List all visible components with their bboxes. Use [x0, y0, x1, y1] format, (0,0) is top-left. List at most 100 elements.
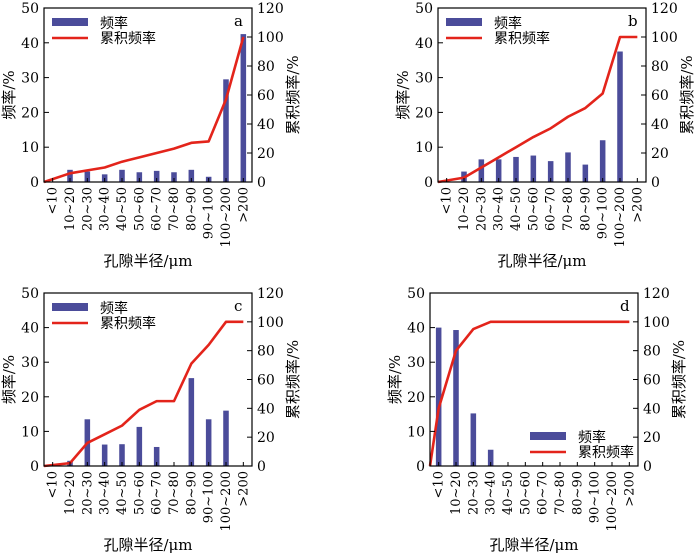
right-tick-label: 20 [257, 430, 275, 446]
left-tick-label: 40 [415, 36, 433, 52]
left-tick-label: 50 [415, 1, 433, 17]
panel-letter: c [234, 297, 242, 315]
category-label: 80~90 [570, 471, 585, 515]
panel-letter: b [628, 12, 638, 30]
category-label: 100~200 [605, 471, 620, 532]
bar-b-3 [495, 159, 502, 182]
bar-c-9 [205, 419, 212, 466]
category-label: <10 [440, 187, 455, 214]
right-tick-label: 0 [643, 459, 652, 475]
bar-c-10 [223, 410, 229, 466]
left-tick-label: 20 [415, 105, 433, 121]
chart-panel-a: 0 10 20 30 40 50 0 20 40 60 80 100 120 <10 10~20 20~30 3… [0, 1, 302, 270]
cumulative-line-c [43, 320, 244, 468]
bar-c-8 [188, 378, 195, 466]
category-label: >200 [630, 187, 645, 223]
left-axis-title: 频率/% [0, 355, 18, 404]
category-label: 50~60 [132, 187, 147, 231]
category-label: 30~40 [492, 187, 507, 231]
category-label: 60~70 [150, 471, 165, 515]
category-label: 20~30 [466, 471, 481, 515]
right-tick-label: 40 [257, 401, 275, 417]
category-label: >200 [236, 187, 251, 223]
left-tick-label: 10 [407, 424, 425, 440]
category-label: 40~50 [501, 471, 516, 515]
bar-a-10 [223, 79, 229, 182]
right-tick-label: 40 [257, 117, 275, 133]
category-label: 20~30 [80, 187, 95, 231]
category-label: 80~90 [184, 187, 199, 231]
category-label: 70~80 [167, 187, 182, 231]
left-tick-label: 0 [30, 459, 39, 475]
right-tick-label: 120 [257, 286, 284, 302]
right-tick-label: 0 [257, 175, 266, 191]
category-label: 10~20 [449, 471, 464, 515]
right-tick-label: 20 [651, 146, 669, 162]
bar-a-1 [67, 169, 73, 182]
legend-label-line: 累积频率 [100, 30, 156, 47]
legend-swatch-bar [52, 303, 88, 311]
bar-d-3 [487, 449, 494, 466]
left-axis-title: 频率/% [394, 70, 412, 119]
right-tick-label: 60 [257, 373, 275, 389]
left-tick-label: 30 [415, 71, 433, 87]
legend-label-bar: 频率 [578, 429, 606, 446]
category-label: 40~50 [115, 471, 130, 515]
right-tick-label: 80 [257, 344, 275, 360]
category-label: <10 [46, 471, 61, 498]
category-label: 70~80 [167, 471, 182, 515]
left-tick-label: 0 [416, 459, 425, 475]
chart-panel-b: 0 10 20 30 40 50 0 20 40 60 80 100 120 <10 10~20 20~30 3… [394, 1, 696, 270]
right-axis-title: 累积频率/% [284, 340, 302, 419]
category-label: 40~50 [509, 187, 524, 231]
right-tick-label: 40 [643, 401, 661, 417]
category-label: 30~40 [484, 471, 499, 515]
category-label: 60~70 [536, 471, 551, 515]
x-axis-title: 孔隙半径/μm [103, 536, 192, 553]
left-axis-title: 频率/% [386, 355, 404, 404]
category-label: 10~20 [457, 187, 472, 231]
bar-b-9 [599, 140, 606, 182]
legend-swatch-bar [446, 18, 482, 26]
left-tick-label: 30 [407, 355, 425, 371]
category-label: 70~80 [561, 187, 576, 231]
category-label: 20~30 [474, 187, 489, 231]
right-tick-label: 80 [257, 59, 275, 75]
legend-swatch-bar [52, 18, 88, 26]
category-label: 90~100 [596, 187, 611, 239]
category-label: <10 [46, 187, 61, 214]
bar-a-5 [136, 172, 143, 182]
chart-panel-d: 0 10 20 30 40 50 0 20 40 60 80 100 120 <10 10~20 20~30 3… [386, 286, 688, 553]
category-label: 100~200 [613, 187, 628, 248]
left-tick-label: 50 [407, 286, 425, 302]
category-label: 50~60 [526, 187, 541, 231]
category-label: 80~90 [184, 471, 199, 515]
right-tick-label: 40 [651, 117, 669, 133]
left-tick-label: 40 [21, 36, 39, 52]
panel-letter: d [620, 297, 630, 315]
right-tick-label: 120 [257, 1, 284, 17]
left-tick-label: 50 [21, 286, 39, 302]
bar-a-4 [119, 169, 125, 182]
left-tick-label: 30 [21, 71, 39, 87]
category-label: 90~100 [202, 471, 217, 523]
category-label: 50~60 [518, 471, 533, 515]
category-label: 40~50 [115, 187, 130, 231]
category-label: 60~70 [150, 187, 165, 231]
left-tick-label: 40 [407, 321, 425, 337]
category-label: 20~30 [80, 471, 95, 515]
right-tick-label: 100 [257, 30, 284, 46]
category-label: 80~90 [578, 187, 593, 231]
right-tick-label: 100 [257, 315, 284, 331]
right-tick-label: 20 [643, 430, 661, 446]
category-label: 10~20 [63, 471, 78, 515]
legend-label-bar: 频率 [100, 15, 128, 32]
x-axis-title: 孔隙半径/μm [489, 536, 578, 553]
bar-b-7 [565, 152, 571, 182]
bar-a-7 [171, 172, 177, 182]
right-axis-title: 累积频率/% [678, 55, 696, 134]
right-tick-label: 100 [643, 315, 670, 331]
left-axis-title: 频率/% [0, 70, 18, 119]
